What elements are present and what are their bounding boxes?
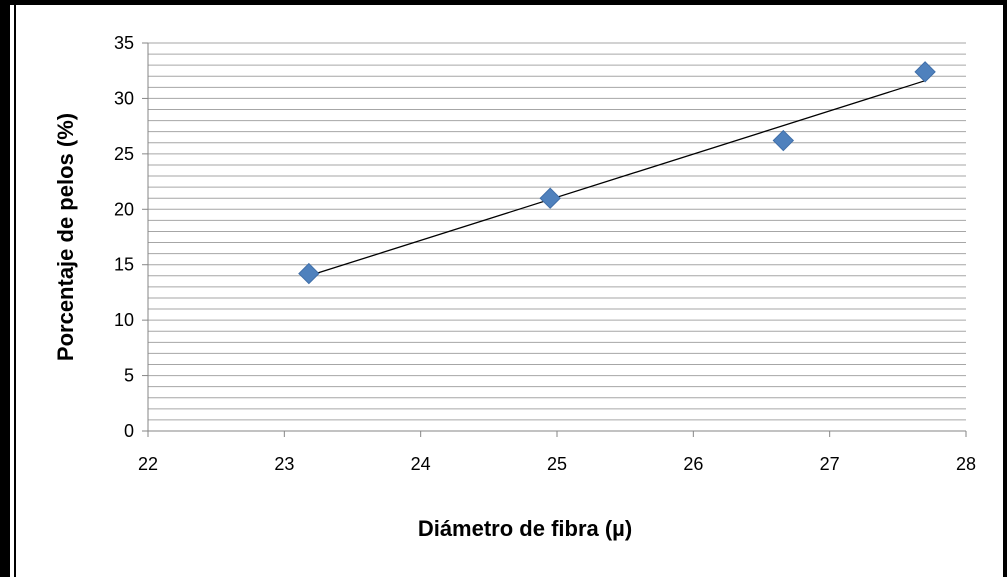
frame-inner-line (14, 5, 16, 577)
axes (142, 42, 967, 437)
x-tick-label: 22 (138, 454, 158, 474)
y-tick-label: 10 (114, 310, 134, 330)
x-axis-title: Diámetro de fibra (µ) (418, 516, 632, 541)
y-tick-label: 20 (114, 199, 134, 219)
x-tick-labels: 22 23 24 25 26 27 28 (138, 454, 976, 474)
x-tick-label: 24 (411, 454, 431, 474)
data-point (298, 262, 320, 285)
x-tick-label: 26 (683, 454, 703, 474)
y-tick-label: 30 (114, 88, 134, 108)
gridlines (148, 42, 966, 421)
data-point (539, 187, 561, 209)
x-tick-label: 27 (820, 454, 840, 474)
trendline (308, 80, 926, 277)
x-tick-label: 25 (547, 454, 567, 474)
y-tick-label: 0 (124, 421, 134, 441)
data-point (772, 129, 795, 152)
data-point (914, 61, 936, 83)
data-points (298, 61, 936, 285)
y-tick-labels: 0 5 10 15 20 25 30 35 (114, 33, 134, 441)
x-tick-label: 28 (956, 454, 976, 474)
y-tick-label: 35 (114, 33, 134, 53)
y-tick-label: 25 (114, 144, 134, 164)
x-tick-label: 23 (274, 454, 294, 474)
y-tick-label: 15 (114, 255, 134, 275)
trendline-group (308, 80, 926, 277)
y-axis-title: Porcentaje de pelos (%) (53, 113, 78, 361)
y-tick-label: 5 (124, 366, 134, 386)
